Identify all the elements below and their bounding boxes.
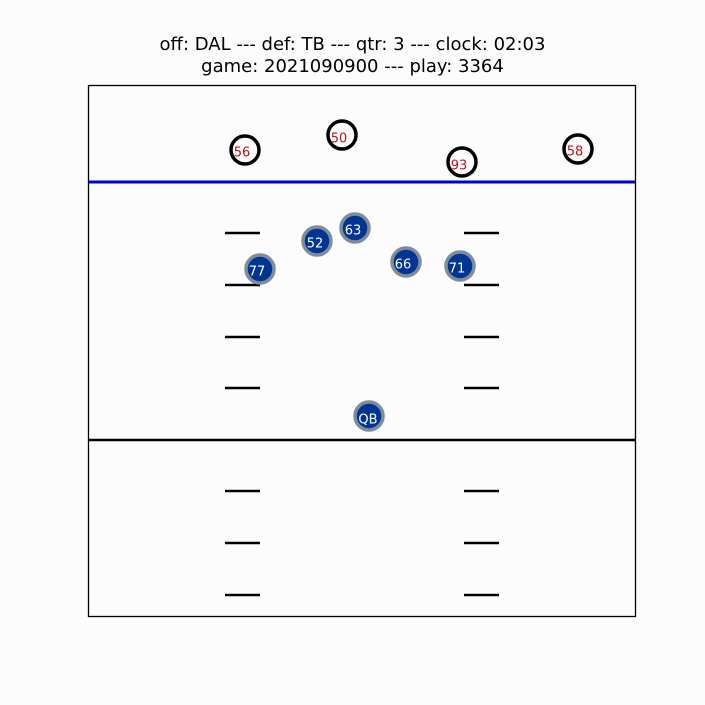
offense-player: 77 <box>244 253 276 285</box>
defense-player: 93 <box>446 146 478 178</box>
offense-player-number: 66 <box>395 258 412 273</box>
defense-player: 50 <box>326 119 358 151</box>
offense-player-marker <box>390 246 422 278</box>
offense-player: 52 <box>301 225 333 257</box>
play-info-line-1: off: DAL --- def: TB --- qtr: 3 --- cloc… <box>159 34 546 55</box>
offense-player: 63 <box>339 212 371 244</box>
defense-player-marker <box>562 133 594 165</box>
defense-player: 56 <box>229 134 261 166</box>
defense-player-marker <box>326 119 358 151</box>
offense-player: 71 <box>444 250 476 282</box>
defense-player-number: 56 <box>234 146 251 161</box>
defense-player-number: 58 <box>567 145 584 160</box>
defense-player: 58 <box>562 133 594 165</box>
defense-player-number: 93 <box>451 159 468 174</box>
offense-player-marker <box>353 400 385 432</box>
play-info-line-2: game: 2021090900 --- play: 3364 <box>201 56 504 77</box>
offense-player-number: 52 <box>307 237 324 252</box>
defense-player-number: 50 <box>331 132 348 147</box>
field-frame <box>87 84 637 618</box>
offense-player-number: 63 <box>345 224 362 239</box>
quarterback: QB <box>353 400 385 432</box>
defense-player-marker <box>229 134 261 166</box>
offense-player-number: 71 <box>449 262 466 277</box>
offense-player-marker <box>339 212 371 244</box>
hash-marks <box>225 231 499 597</box>
defense-player-marker <box>446 146 478 178</box>
offense-player-number: 77 <box>249 265 266 280</box>
offense-player-number: QB <box>358 413 377 428</box>
offense-player: 66 <box>390 246 422 278</box>
offense-player-marker <box>301 225 333 257</box>
offense-player-marker <box>244 253 276 285</box>
offense-player-marker <box>444 250 476 282</box>
